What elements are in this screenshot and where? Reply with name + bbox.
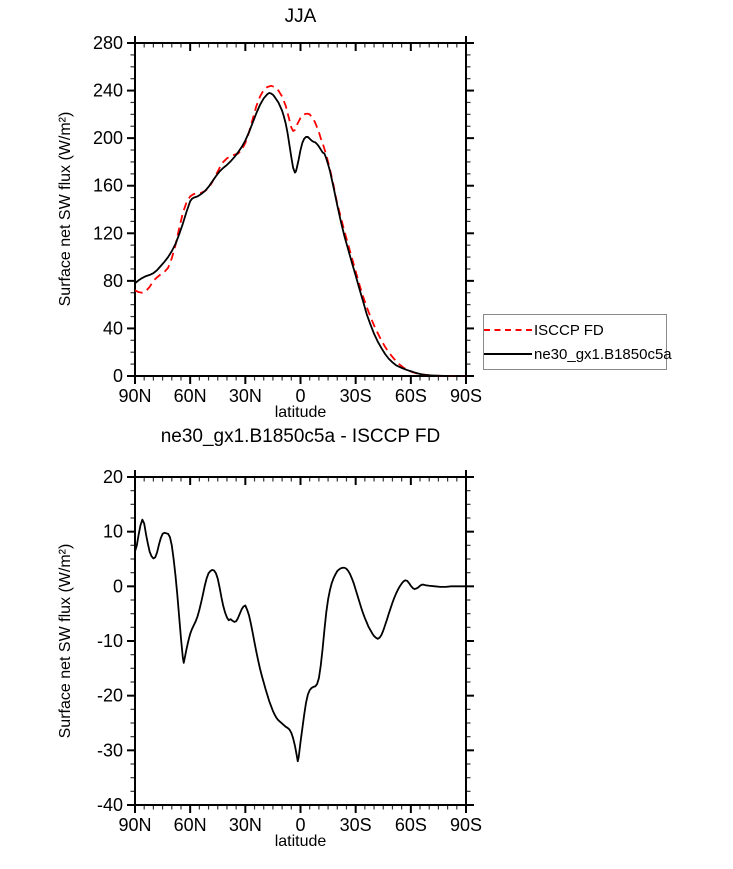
x-tick-label: 60N <box>174 386 207 406</box>
x-tick-label: 60N <box>174 815 207 835</box>
y-tick-label: 10 <box>103 522 123 542</box>
x-tick-label: 30S <box>340 815 372 835</box>
bottom-chart-y-axis-label: Surface net SW flux (W/m²) <box>57 543 74 739</box>
x-tick-label: 60S <box>395 386 427 406</box>
difference-line <box>134 518 466 763</box>
y-tick-label: 80 <box>103 271 123 291</box>
model-line <box>134 92 466 377</box>
y-tick-label: 0 <box>113 576 123 596</box>
y-tick-label: 160 <box>93 176 123 196</box>
x-tick-label: 90N <box>118 815 151 835</box>
legend-row-isccp: ISCCP FD <box>484 320 666 340</box>
y-tick-label: 0 <box>113 366 123 386</box>
y-tick-label: -40 <box>97 795 123 815</box>
x-tick-label: 0 <box>295 386 305 406</box>
isccp-fd-line <box>134 84 466 377</box>
isccp-line-swatch <box>484 329 532 331</box>
y-tick-label: -20 <box>97 686 123 706</box>
x-tick-label: 90S <box>450 815 482 835</box>
difference-chart: 90N 60N 30N 0 30S 60S 90S -40 -30 -20 -10 0 10 20 <box>97 467 482 835</box>
legend: ISCCP FD ne30_gx1.B1850c5a <box>483 314 672 370</box>
jja-chart: 90N 60N 30N 0 30S 60S 90S 0 40 80 120 160 200 240 280 <box>93 33 482 406</box>
y-tick-label: 240 <box>93 81 123 101</box>
x-tick-label: 60S <box>395 815 427 835</box>
y-tick-label: 120 <box>93 223 123 243</box>
y-tick-label: -10 <box>97 631 123 651</box>
x-tick-label: 90N <box>118 386 151 406</box>
legend-label-model: ne30_gx1.B1850c5a <box>534 345 672 363</box>
bottom-chart-title: ne30_gx1.B1850c5a - ISCCP FD <box>160 426 441 447</box>
x-tick-label: 90S <box>450 386 482 406</box>
y-tick-label: 40 <box>103 318 123 338</box>
legend-label-isccp: ISCCP FD <box>534 321 604 339</box>
x-tick-label: 30N <box>229 386 262 406</box>
y-tick-label: 280 <box>93 33 123 53</box>
top-chart-y-axis-label: Surface net SW flux (W/m²) <box>57 111 74 307</box>
x-tick-label: 0 <box>295 815 305 835</box>
x-tick-label: 30S <box>340 386 372 406</box>
model-line-swatch <box>484 353 532 355</box>
y-tick-label: 20 <box>103 467 123 487</box>
bottom-chart-x-axis-label: latitude <box>274 833 327 850</box>
y-tick-label: -30 <box>97 740 123 760</box>
y-tick-label: 200 <box>93 128 123 148</box>
top-chart-x-axis-label: latitude <box>274 404 327 421</box>
top-chart-title: JJA <box>284 6 317 27</box>
legend-row-model: ne30_gx1.B1850c5a <box>484 344 672 364</box>
x-tick-label: 30N <box>229 815 262 835</box>
